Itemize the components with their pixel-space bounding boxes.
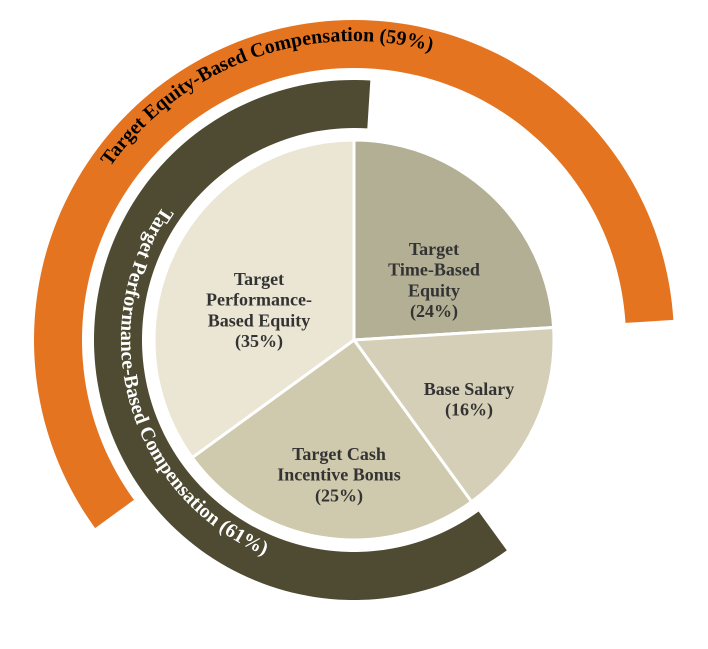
- compensation-pie-chart: Target Equity-Based Compensation (59%)Ta…: [0, 0, 708, 649]
